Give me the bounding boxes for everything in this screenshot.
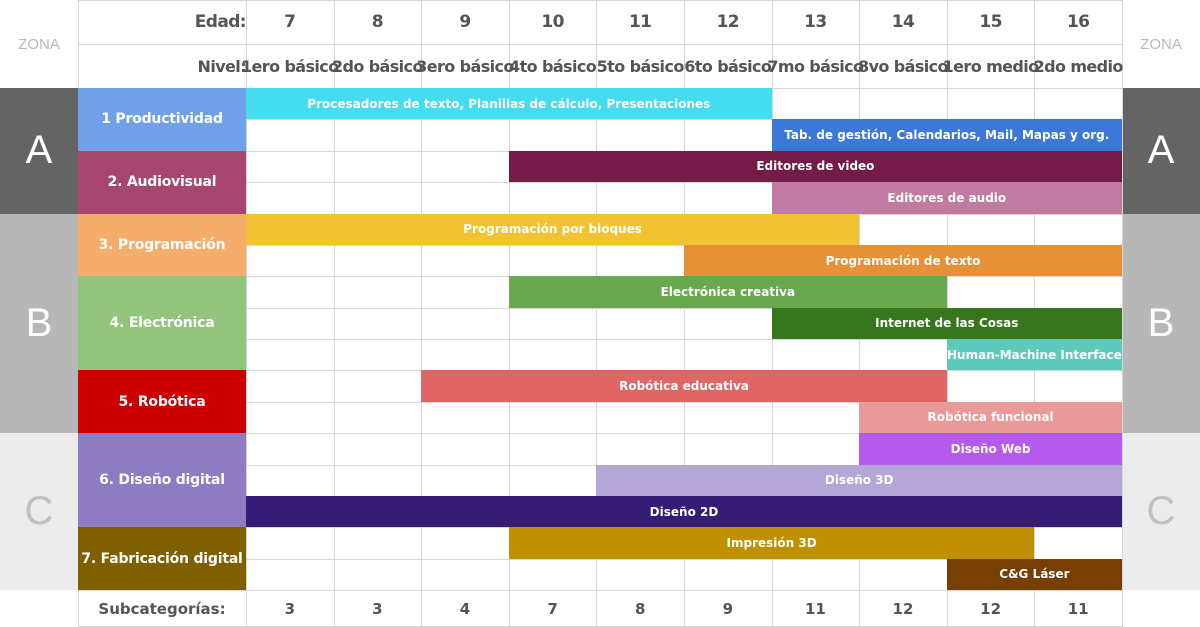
category-label-1: 1 Productividad bbox=[78, 88, 246, 151]
subcategory-count: 11 bbox=[1067, 599, 1089, 618]
grid-hline bbox=[78, 307, 1122, 309]
level-header: 8vo básico bbox=[858, 56, 948, 76]
grid-vline bbox=[596, 0, 597, 627]
subcategory-bar: Robótica funcional bbox=[859, 401, 1122, 434]
zone-label-right: ZONA bbox=[1140, 36, 1182, 53]
level-header: 2do básico bbox=[331, 56, 423, 76]
zone-label-left: ZONA bbox=[18, 36, 60, 53]
subcategory-bar: Programación de texto bbox=[684, 244, 1122, 277]
category-label-4: 4. Electrónica bbox=[78, 276, 246, 371]
subcategory-count: 3 bbox=[372, 599, 383, 618]
subcategory-count: 7 bbox=[547, 599, 558, 618]
zone-letter-c-left: C bbox=[24, 489, 54, 534]
zone-letter-b-left: B bbox=[25, 300, 53, 345]
subcategory-bar: C&G Láser bbox=[946, 558, 1122, 590]
subcategory-bar: Programación por bloques bbox=[246, 213, 860, 245]
level-header: 1ero medio bbox=[942, 56, 1040, 76]
grid-vline bbox=[1122, 0, 1123, 627]
category-label-7: 7. Fabricación digital bbox=[78, 527, 246, 590]
age-header: 7 bbox=[284, 12, 296, 32]
grid-hline bbox=[78, 0, 1122, 1]
subcategory-bar: Internet de las Cosas bbox=[771, 307, 1122, 339]
subcategory-count: 9 bbox=[722, 599, 734, 618]
zone-letter-a-right: A bbox=[1147, 128, 1175, 173]
subcategory-count: 12 bbox=[980, 599, 1002, 618]
grid-vline bbox=[246, 0, 247, 627]
grid-vline bbox=[421, 0, 422, 627]
age-header-label: Edad: bbox=[194, 12, 247, 32]
subcategory-bar: Robótica educativa bbox=[421, 370, 947, 402]
subcategory-bar: Procesadores de texto, Planillas de cálc… bbox=[246, 88, 772, 120]
subcategory-bar: Diseño 3D bbox=[596, 464, 1122, 496]
subcategory-count: 4 bbox=[459, 599, 471, 618]
subcategory-count: 3 bbox=[284, 599, 296, 618]
category-label-6: 6. Diseño digital bbox=[78, 433, 246, 528]
grid-hline bbox=[78, 44, 1122, 45]
grid-vline bbox=[509, 0, 510, 627]
level-header-label: Nivel: bbox=[197, 56, 247, 76]
subcategory-bar: Electrónica creativa bbox=[508, 276, 947, 308]
level-header: 7mo básico bbox=[767, 56, 864, 76]
category-label-5: 5. Robótica bbox=[78, 370, 246, 434]
age-header: 13 bbox=[804, 12, 827, 32]
age-header: 14 bbox=[891, 12, 915, 32]
subcategory-count: 12 bbox=[892, 599, 914, 618]
age-header: 10 bbox=[541, 12, 564, 32]
grid-hline bbox=[78, 244, 1122, 246]
age-header: 16 bbox=[1066, 12, 1090, 32]
level-header: 5to básico bbox=[596, 56, 685, 76]
grid-hline bbox=[78, 590, 1122, 591]
grid-hline bbox=[78, 433, 1122, 435]
subcategory-bar: Tab. de gestión, Calendarios, Mail, Mapa… bbox=[771, 119, 1122, 151]
age-header: 8 bbox=[371, 12, 384, 32]
category-label-2: 2. Audiovisual bbox=[78, 150, 246, 214]
grid-hline bbox=[78, 401, 1122, 403]
grid-vline bbox=[334, 0, 335, 627]
subcategory-bar: Impresión 3D bbox=[508, 527, 1035, 559]
subcategory-count-label: Subcategorías: bbox=[98, 599, 226, 618]
grid-hline bbox=[78, 558, 1122, 560]
age-header: 11 bbox=[628, 12, 652, 32]
level-header: 2do medio bbox=[1033, 56, 1124, 76]
grid-vline bbox=[684, 0, 685, 627]
age-header: 9 bbox=[459, 12, 471, 32]
age-header: 12 bbox=[716, 12, 740, 32]
level-header: 4to básico bbox=[509, 56, 597, 76]
zone-letter-b-right: B bbox=[1147, 300, 1175, 345]
category-label-3: 3. Programación bbox=[78, 213, 246, 277]
level-header: 1ero básico bbox=[241, 56, 339, 76]
subcategory-bar: Diseño 2D bbox=[246, 495, 1122, 528]
subcategory-bar: Human-Machine Interface bbox=[946, 339, 1122, 371]
zone-letter-c-right: C bbox=[1146, 489, 1176, 534]
grid-hline bbox=[78, 339, 1122, 340]
level-header: 6to básico bbox=[684, 56, 772, 76]
subcategory-count: 11 bbox=[804, 599, 826, 618]
subcategory-bar: Diseño Web bbox=[859, 433, 1122, 465]
grid-hline bbox=[78, 119, 1122, 121]
age-header: 15 bbox=[979, 12, 1002, 32]
grid-hline bbox=[78, 182, 1122, 184]
zone-letter-a-left: A bbox=[25, 128, 53, 173]
subcategory-bar: Editores de video bbox=[508, 150, 1122, 183]
subcategory-count: 8 bbox=[634, 599, 646, 618]
level-header: 3ero básico bbox=[416, 56, 514, 76]
subcategory-bar: Editores de audio bbox=[771, 182, 1122, 214]
